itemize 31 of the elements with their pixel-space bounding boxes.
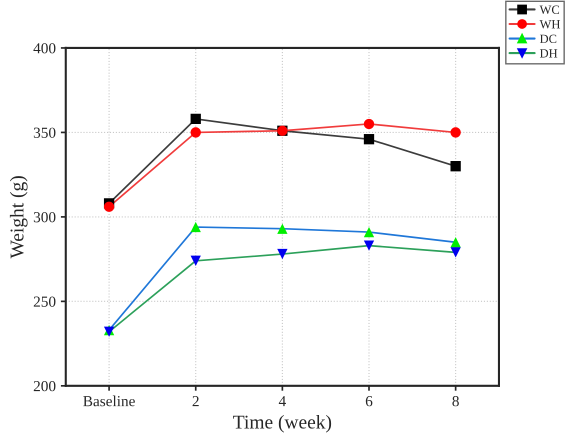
point <box>190 114 201 124</box>
legend-label: WC <box>540 6 560 14</box>
y-tick-label: 350 <box>34 128 56 138</box>
point <box>450 161 461 172</box>
point <box>450 237 461 248</box>
x-tick-label: 4 <box>278 396 286 406</box>
point <box>364 240 374 251</box>
point <box>104 202 114 212</box>
legend-label: WH <box>540 20 560 29</box>
point <box>364 134 374 144</box>
point <box>364 226 374 238</box>
legend-label: DC <box>540 34 556 44</box>
y-axis-title: Weight (g) <box>10 176 28 258</box>
y-tick-label: 300 <box>34 212 56 222</box>
y-tick-label: 250 <box>34 296 56 307</box>
point <box>190 127 201 138</box>
point <box>364 118 374 130</box>
legend-label: DH <box>540 49 558 58</box>
point <box>450 247 461 258</box>
point <box>277 248 288 260</box>
y-tick-label: 200 <box>34 380 56 392</box>
point <box>277 224 288 234</box>
x-tick-label: 2 <box>192 396 199 406</box>
point <box>190 256 201 266</box>
x-axis-title: Time (week) <box>233 414 332 433</box>
x-tick-label: 8 <box>452 396 459 406</box>
point <box>190 222 201 232</box>
point <box>450 127 461 138</box>
x-tick-label: 6 <box>366 396 372 406</box>
x-tick-label: Baseline <box>83 396 135 406</box>
y-tick-label: 400 <box>33 43 56 54</box>
